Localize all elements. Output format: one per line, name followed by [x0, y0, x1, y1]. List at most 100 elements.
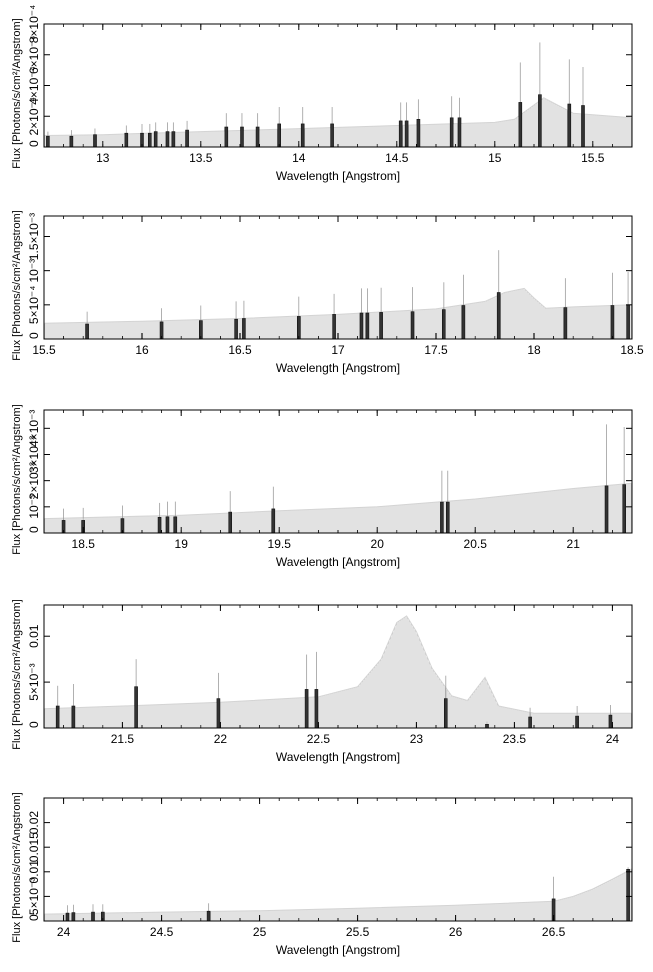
x-tick-label: 23.5 — [503, 732, 527, 746]
x-axis-label: Wavelength [Angstrom] — [276, 555, 400, 569]
y-tick-label: 4×10⁻⁴ — [27, 66, 41, 105]
line-bar — [153, 131, 158, 148]
continuum-model — [44, 288, 632, 339]
y-tick-label: 3×10⁻³ — [27, 436, 41, 473]
continuum-envelope — [43, 482, 633, 520]
x-tick-label: 18.5 — [620, 343, 644, 357]
line-bar — [148, 132, 152, 148]
y-tick-label: 5×10⁻³ — [27, 663, 41, 700]
line-bar — [626, 304, 630, 340]
line-bar — [234, 318, 238, 340]
y-tick-label: 0 — [27, 914, 41, 921]
plot-frame — [43, 409, 633, 534]
x-tick-label: 17 — [331, 343, 345, 357]
y-tick-label: 10⁻³ — [27, 259, 41, 283]
line-bar — [575, 715, 579, 729]
line-bar — [359, 312, 364, 340]
y-tick-label: 0 — [27, 332, 41, 339]
line-bar — [445, 501, 450, 534]
line-bar — [563, 307, 568, 340]
y-tick-label: 4×10⁻³ — [27, 410, 41, 447]
line-bar — [134, 686, 138, 729]
x-tick-label: 19 — [175, 537, 189, 551]
line-bar — [124, 132, 129, 148]
line-bar — [608, 714, 613, 729]
continuum-envelope — [43, 868, 633, 915]
line-bar — [157, 516, 162, 534]
line-bar — [398, 120, 403, 148]
y-axis-label: Flux [Photons/s/cm²/Angstrom] — [11, 210, 23, 360]
continuum-envelope — [43, 97, 633, 136]
plot-frame — [43, 215, 633, 340]
continuum-envelope — [43, 287, 633, 324]
x-axis-label: Wavelength [Angstrom] — [276, 750, 400, 764]
line-bar — [528, 716, 532, 729]
line-bar — [300, 123, 305, 148]
x-tick-label: 16 — [135, 343, 149, 357]
x-tick-label: 24 — [57, 925, 71, 939]
continuum-model — [44, 616, 632, 728]
x-tick-label: 24.5 — [150, 925, 174, 939]
line-bar — [173, 516, 178, 534]
line-bar — [449, 117, 454, 148]
line-bar — [277, 123, 282, 148]
line-bar — [206, 910, 211, 922]
x-tick-label: 21.5 — [111, 732, 135, 746]
line-bar — [171, 131, 176, 148]
line-bar — [626, 868, 630, 922]
y-tick-label: 0 — [27, 721, 41, 728]
y-tick-label: 0.02 — [27, 811, 41, 835]
line-bar — [622, 484, 627, 534]
x-axis-label: Wavelength [Angstrom] — [276, 943, 400, 957]
line-bar — [46, 135, 50, 148]
x-axis-label: Wavelength [Angstrom] — [276, 169, 400, 183]
x-tick-label: 22 — [214, 732, 228, 746]
spectrum-panel: 18.5 19 19.5 20 20.5 21 0 10⁻³2×10⁻³3×10⁻³4×10⁻… — [11, 404, 633, 569]
line-bar — [304, 689, 309, 729]
line-bar — [55, 705, 60, 729]
line-bar — [461, 305, 466, 340]
x-tick-label: 20.5 — [464, 537, 488, 551]
line-bar — [165, 131, 170, 148]
line-bar — [255, 126, 260, 148]
line-bar — [85, 323, 89, 340]
line-bar — [416, 119, 421, 148]
continuum-model — [44, 98, 632, 147]
line-bar — [443, 698, 448, 729]
y-tick-label: 0.01 — [27, 860, 41, 884]
y-tick-label: 6×10⁻⁴ — [27, 35, 41, 74]
x-tick-label: 16.5 — [228, 343, 252, 357]
line-bar — [330, 123, 334, 148]
x-tick-label: 24 — [606, 732, 620, 746]
line-bar — [441, 309, 446, 340]
line-bar — [242, 318, 246, 340]
line-bar — [165, 516, 170, 534]
line-bar — [65, 912, 70, 922]
y-tick-label: 0.015 — [27, 832, 41, 862]
line-bar — [71, 705, 76, 729]
x-tick-label: 15.5 — [32, 343, 56, 357]
y-tick-label: 10⁻³ — [27, 495, 41, 519]
x-tick-label: 13.5 — [189, 151, 213, 165]
y-tick-label: 5×10⁻⁴ — [27, 286, 41, 325]
y-tick-label: 5×10⁻³ — [27, 878, 41, 915]
continuum-envelope — [43, 615, 632, 714]
x-tick-label: 14.5 — [385, 151, 409, 165]
x-tick-label: 26 — [449, 925, 463, 939]
line-bar — [440, 501, 444, 534]
line-bar — [538, 94, 542, 148]
spectrum-panel: 15.5 16 16.5 17 17.5 18 18.5 0 5×10⁻⁴ 10⁻³1.5×10⁻… — [11, 210, 644, 375]
y-tick-label: 2×10⁻³ — [27, 462, 41, 499]
line-bar — [496, 292, 501, 340]
plot-frame — [43, 23, 633, 148]
x-tick-label: 17.5 — [424, 343, 448, 357]
line-bar — [240, 126, 244, 148]
x-tick-label: 22.5 — [307, 732, 331, 746]
x-tick-label: 20 — [371, 537, 385, 551]
line-bar — [379, 312, 383, 340]
plot-frame — [43, 797, 633, 922]
y-axis-label: Flux [Photons/s/cm²/Angstrom] — [11, 18, 23, 168]
x-tick-label: 26.5 — [542, 925, 566, 939]
